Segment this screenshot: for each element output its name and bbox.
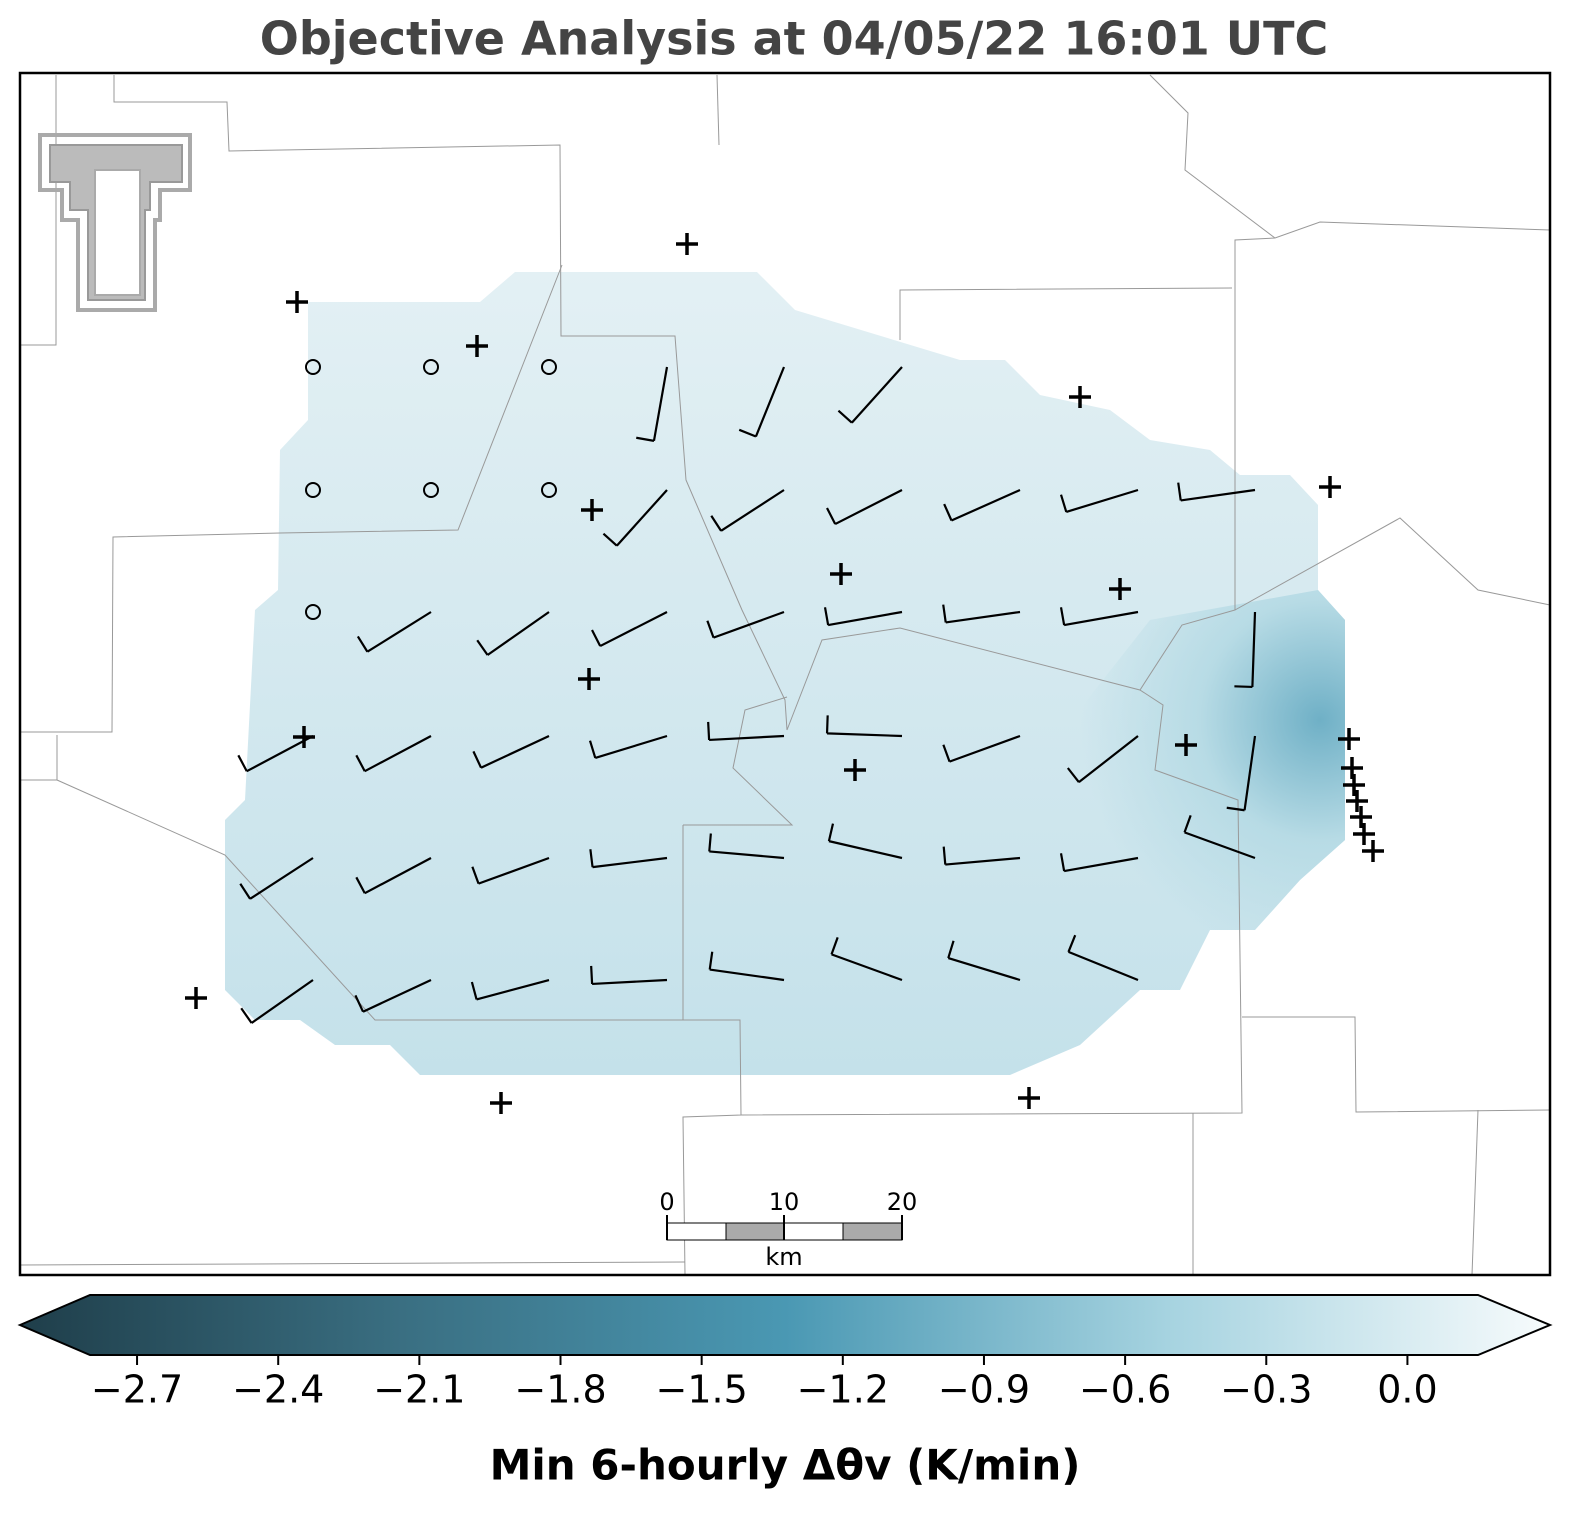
wind-barb [602, 489, 668, 547]
station-marker [1341, 757, 1363, 779]
stations [185, 233, 1384, 1114]
station-marker [1362, 840, 1384, 862]
wind-barb [1226, 735, 1257, 812]
calm-marker [305, 482, 321, 498]
wind-barb [947, 940, 1021, 982]
station-marker [1338, 728, 1360, 750]
wind-barb [590, 965, 668, 986]
wind-barb [240, 979, 314, 1024]
wind-barb [1066, 735, 1139, 784]
wind-barb [591, 611, 668, 648]
wind-barb [826, 489, 903, 526]
station-marker [1175, 734, 1197, 756]
calm-marker [423, 482, 439, 498]
colorbar-tick-label: −1.5 [656, 1368, 748, 1412]
wind-barb [708, 951, 785, 982]
colorbar-tick-label: −2.7 [91, 1368, 183, 1412]
station-marker [1346, 790, 1368, 812]
colorbar-tick-label: −1.2 [797, 1368, 889, 1412]
calm-marker [541, 359, 557, 375]
wind-barb [710, 489, 785, 532]
station-marker [490, 1092, 512, 1114]
station-marker [1069, 386, 1091, 408]
wind-barb [355, 857, 432, 895]
station-marker [466, 335, 488, 357]
station-marker [1353, 823, 1375, 845]
wind-barb [589, 849, 668, 869]
wind-barb [738, 366, 786, 438]
wind-barb [942, 846, 1021, 866]
counties [19, 74, 1551, 1276]
station-marker [185, 987, 207, 1009]
wind-barb [943, 488, 1021, 522]
station-marker [1319, 476, 1341, 498]
scale-unit: km [765, 1243, 802, 1271]
station-marker [581, 499, 603, 521]
wind-barb [837, 366, 903, 424]
wind-barb [472, 735, 550, 769]
wind-barb [1183, 815, 1256, 860]
map [18, 71, 1552, 1277]
wind-barb [823, 607, 903, 627]
scale-label: 0 [659, 1188, 674, 1216]
scale-label: 10 [769, 1188, 800, 1216]
colorbar-tick-label: −0.6 [1079, 1368, 1171, 1412]
station-marker [578, 668, 600, 690]
wind-barb [1067, 934, 1139, 982]
logo [38, 133, 192, 312]
wind-barb [1177, 482, 1256, 502]
wind-barb [476, 611, 550, 656]
colorbar-tick-label: −2.1 [373, 1368, 465, 1412]
station-marker [286, 291, 308, 313]
field-low [1040, 590, 1345, 930]
wind-barb [708, 833, 785, 860]
colorbar-tick-label: −0.9 [938, 1368, 1030, 1412]
wind-barb [354, 979, 432, 1013]
wind-barb [706, 610, 785, 639]
colorbar-tick-label: 0.0 [1377, 1368, 1437, 1412]
station-marker [844, 759, 866, 781]
wind-barb [355, 735, 432, 773]
wind-barb [830, 937, 903, 982]
station-marker [1109, 578, 1131, 600]
wind-barb [356, 611, 432, 653]
colorbar-tick-label: −0.3 [1220, 1368, 1312, 1412]
scale-label: 20 [887, 1188, 918, 1216]
calm-marker [305, 359, 321, 375]
colorbar: Min 6-hourly Δθv (K/min) −2.7 −2.4 −2.1 −1.… [17, 1294, 1553, 1490]
calm-marker [305, 604, 321, 620]
station-marker [1350, 806, 1372, 828]
wind-barb [1234, 611, 1257, 689]
colorbar-tick-label: −1.8 [514, 1368, 606, 1412]
wind-barb [471, 856, 550, 885]
wind-barb [239, 857, 314, 900]
station-marker [830, 563, 852, 585]
station-marker [676, 233, 698, 255]
wind-barb [942, 604, 1021, 624]
wind-barb [707, 721, 785, 742]
wind-barb [636, 366, 669, 442]
calm-marker [423, 359, 439, 375]
colorbar-label: Min 6-hourly Δθv (K/min) [490, 1441, 1081, 1490]
station-marker [1343, 774, 1365, 796]
scale-bar: 0 10 20 km [659, 1188, 917, 1271]
wind-barb [1059, 853, 1139, 873]
wind-barb [1059, 607, 1139, 627]
wind-barb [942, 734, 1021, 763]
wind-barb [1059, 488, 1139, 513]
station-marker [1018, 1087, 1040, 1109]
colorbar-tick-label: −2.4 [232, 1368, 324, 1412]
wind-barb [237, 735, 314, 773]
wind-barb [470, 978, 550, 1001]
colorbar-body [17, 1294, 1553, 1356]
wind-barb [825, 715, 903, 738]
calm-marker [541, 482, 557, 498]
wind-barb [588, 734, 668, 759]
title: Objective Analysis at 04/05/22 16:01 UTC [260, 12, 1329, 66]
map-frame [18, 71, 1552, 1277]
wind-barb [827, 823, 903, 860]
